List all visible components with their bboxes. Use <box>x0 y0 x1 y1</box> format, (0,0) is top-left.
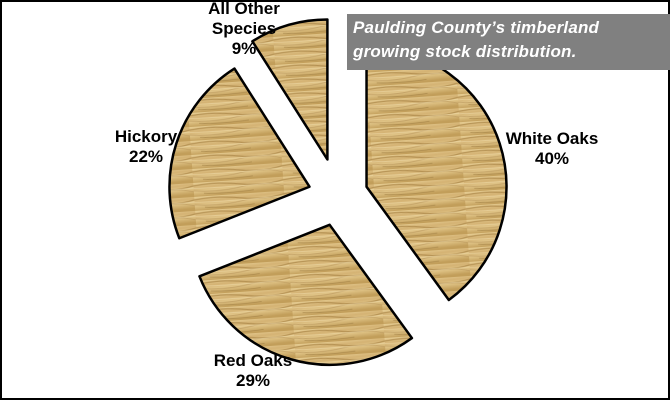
slice-value-label: 29% <box>236 371 270 390</box>
slice-value-label: 40% <box>535 149 569 168</box>
slice-value-label: 9% <box>232 39 257 58</box>
pie-slice-red-oaks <box>198 223 414 367</box>
chart-title-line-1: Paulding County’s timberland <box>353 18 600 37</box>
slice-category-label: All Other <box>208 0 280 18</box>
pie-slice-hickory <box>168 67 311 240</box>
chart-title-line-2: growing stock distribution. <box>353 42 577 61</box>
chart-title: Paulding County’s timberland growing sto… <box>347 14 670 70</box>
slice-value-label: 22% <box>129 147 163 166</box>
slice-category-label: White Oaks <box>506 129 599 148</box>
slice-category-label: Red Oaks <box>214 351 292 370</box>
pie-slice-all-other-species <box>251 18 329 161</box>
slice-category-label: Species <box>212 19 276 38</box>
pie-slice-white-oaks <box>365 45 508 302</box>
slice-category-label: Hickory <box>115 127 178 146</box>
